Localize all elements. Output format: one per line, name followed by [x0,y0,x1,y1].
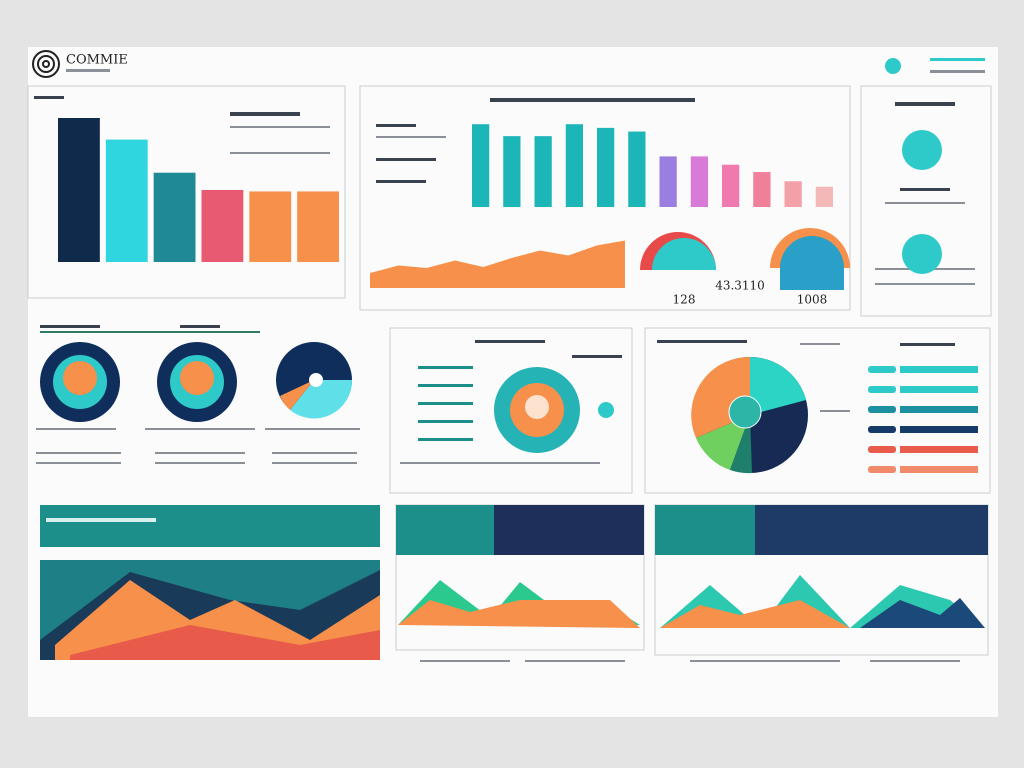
text-placeholders [34,96,975,662]
bar [722,164,740,207]
bar [690,156,708,207]
panel [644,327,991,494]
bar [534,136,552,207]
area [370,240,625,288]
mountain-panel [40,505,380,660]
bar [597,127,615,207]
panel [359,85,851,311]
status-icon [885,58,901,74]
bar [297,191,339,262]
bar [815,186,833,207]
header-line [930,70,985,73]
bar [153,172,196,262]
bar [659,156,677,207]
mountain-charts [396,505,988,628]
bar [249,191,292,262]
bar [753,172,771,207]
bar [565,124,583,207]
bar [58,118,100,262]
logo-text: COMMIE [66,53,128,68]
header-line [930,58,985,61]
gauges [640,130,942,290]
pie-chart [691,356,978,474]
bar [472,124,490,207]
kpi-value: 43.3110 [715,279,765,293]
bar [105,139,148,262]
panel [860,85,992,317]
bar [503,136,521,207]
panel [27,85,346,299]
panel [389,327,633,494]
center-donut [418,366,614,453]
kpi-value: 128 [673,293,696,307]
bar [628,131,646,207]
logo: COMMIE [32,50,128,78]
bar [784,181,802,207]
bar [201,190,244,262]
donut-charts [40,342,353,422]
kpi-value: 1008 [797,293,828,307]
